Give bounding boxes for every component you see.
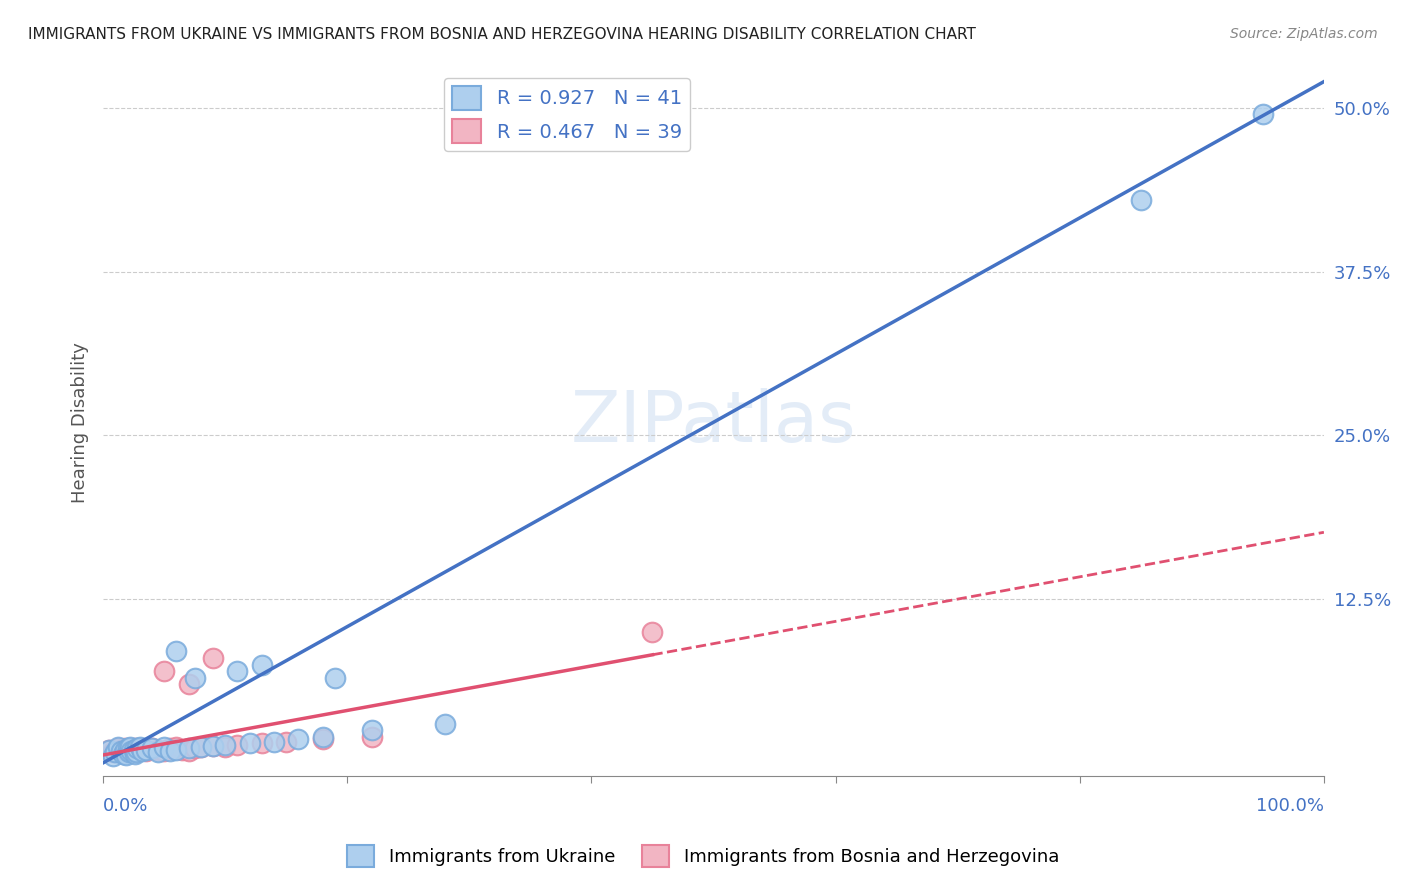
Point (153, 740, 176, 755)
Point (117, 743, 139, 757)
Point (107, 741, 129, 756)
Point (360, 723, 382, 738)
Text: IMMIGRANTS FROM UKRAINE VS IMMIGRANTS FROM BOSNIA AND HERZEGOVINA HEARING DISABI: IMMIGRANTS FROM UKRAINE VS IMMIGRANTS FR… (28, 27, 976, 42)
Point (177, 744, 200, 758)
Point (101, 745, 124, 759)
Point (111, 747, 134, 761)
Point (165, 743, 187, 757)
Point (360, 730, 382, 744)
Point (226, 664, 249, 678)
Text: Source: ZipAtlas.com: Source: ZipAtlas.com (1230, 27, 1378, 41)
Point (120, 743, 142, 757)
Point (118, 744, 141, 758)
Point (177, 741, 200, 756)
Point (153, 744, 176, 758)
Point (239, 736, 262, 750)
Point (641, 624, 664, 639)
Point (201, 739, 224, 753)
Point (131, 744, 153, 758)
Point (128, 741, 150, 756)
Point (98, 743, 121, 757)
Text: ZIPatlas: ZIPatlas (571, 388, 856, 457)
Point (214, 740, 236, 755)
Point (190, 740, 212, 755)
Point (250, 657, 273, 672)
Point (124, 747, 146, 761)
Point (122, 743, 145, 757)
Point (214, 738, 236, 752)
Legend: R = 0.927   N = 41, R = 0.467   N = 39: R = 0.927 N = 41, R = 0.467 N = 39 (444, 78, 690, 151)
Point (98, 743, 121, 757)
Point (276, 735, 298, 749)
Point (153, 664, 176, 678)
Point (115, 745, 138, 759)
Point (201, 651, 224, 665)
Point (146, 743, 169, 757)
Point (165, 740, 187, 755)
Point (135, 743, 157, 757)
Point (111, 744, 134, 758)
Point (1251, 107, 1274, 121)
Point (118, 740, 141, 755)
Point (312, 730, 335, 744)
Point (183, 741, 205, 756)
Point (165, 644, 187, 658)
Point (433, 716, 456, 731)
Point (190, 740, 212, 755)
Text: 100.0%: 100.0% (1256, 797, 1324, 815)
Point (118, 745, 141, 759)
Point (114, 741, 136, 756)
Point (141, 741, 163, 756)
Point (312, 732, 335, 747)
Point (118, 741, 141, 756)
Point (250, 736, 273, 750)
Point (115, 747, 138, 762)
Point (159, 744, 181, 758)
Point (104, 745, 127, 759)
Point (263, 735, 285, 749)
Legend: Immigrants from Ukraine, Immigrants from Bosnia and Herzegovina: Immigrants from Ukraine, Immigrants from… (340, 838, 1066, 874)
Point (1129, 193, 1152, 207)
Point (177, 677, 200, 691)
Point (135, 744, 157, 758)
Point (131, 743, 153, 757)
Point (127, 744, 149, 758)
Point (201, 739, 224, 753)
Point (146, 745, 169, 759)
Point (125, 743, 148, 757)
Point (172, 743, 194, 757)
Point (141, 741, 163, 756)
Point (226, 738, 249, 752)
Point (159, 741, 181, 756)
Point (127, 741, 149, 756)
Point (104, 744, 127, 758)
Point (110, 743, 132, 757)
Point (287, 732, 309, 747)
Point (114, 743, 136, 757)
Point (323, 671, 346, 685)
Point (128, 740, 150, 755)
Point (124, 741, 146, 756)
Point (122, 744, 145, 758)
Y-axis label: Hearing Disability: Hearing Disability (72, 342, 89, 503)
Point (117, 741, 139, 756)
Text: 0.0%: 0.0% (103, 797, 149, 815)
Point (125, 745, 148, 759)
Point (120, 744, 142, 758)
Point (183, 671, 205, 685)
Point (110, 744, 132, 758)
Point (101, 749, 124, 764)
Point (107, 740, 129, 755)
